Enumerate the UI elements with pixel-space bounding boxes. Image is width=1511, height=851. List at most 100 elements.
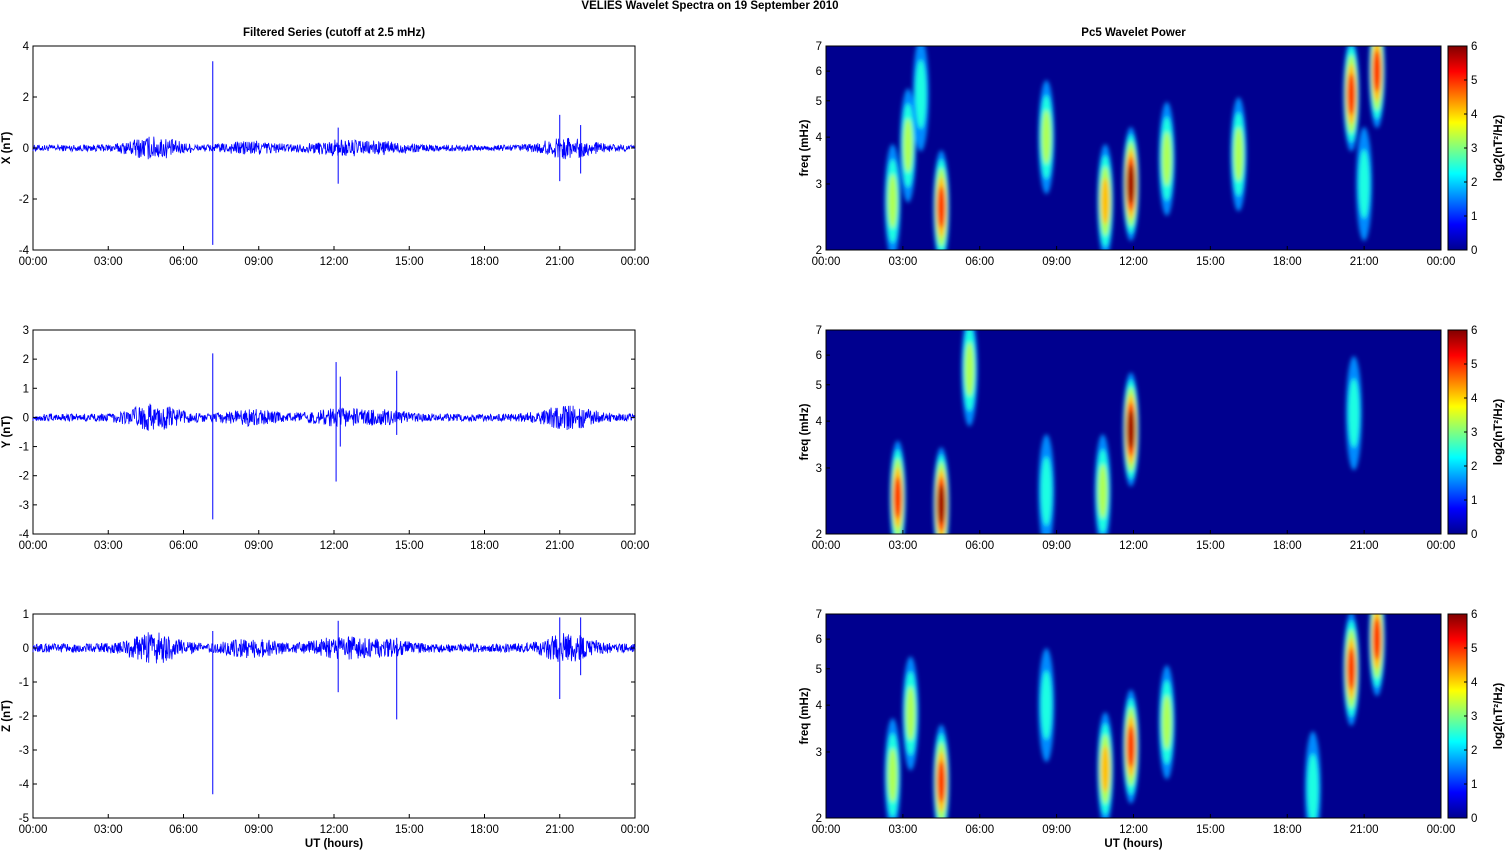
wavelet-ytick-label: 7 [816,41,822,53]
wavelet-ytick-label: 4 [816,416,823,428]
wavelet-power-blob [1372,50,1381,93]
series-xtick-label: 21:00 [545,540,574,552]
series-xtick-label: 12:00 [320,256,349,268]
wavelet-xtick-label: 06:00 [965,540,994,552]
series-ytick-label: 2 [23,354,29,366]
series-xtick-label: 21:00 [545,824,574,836]
series-xtick-label: 00:00 [621,824,650,836]
wavelet-power-blob [1307,753,1319,818]
colorbar-tick-label: 2 [1471,745,1477,757]
series-ytick-label: 2 [23,92,29,104]
wavelet-ytick-label: 3 [816,747,822,759]
wavelet-ytick-label: 6 [816,350,822,362]
series-trace [32,403,636,431]
colorbar-tick-label: 1 [1471,495,1477,507]
wavelet-xtick-label: 15:00 [1196,540,1225,552]
series-xtick-label: 09:00 [244,256,273,268]
wavelet-xtick-label: 00:00 [812,540,841,552]
wavelet-xtick-label: 12:00 [1119,256,1148,268]
wavelet-xtick-label: 18:00 [1273,824,1302,836]
wavelet-power-blob [1162,695,1172,750]
figure-title: VELIES Wavelet Spectra on 19 September 2… [581,0,838,12]
wavelet-power-blob [937,760,946,803]
series-ytick-label: -2 [19,194,29,206]
series-title: Filtered Series (cutoff at 2.5 mHz) [243,27,425,39]
wavelet-xtick-label: 12:00 [1119,824,1148,836]
wavelet-power-blob [1098,464,1108,519]
wavelet-xtick-label: 09:00 [1042,824,1071,836]
series-ytick-label: 0 [23,643,29,655]
wavelet-ytick-label: 6 [816,634,822,646]
series-ytick-label: -1 [19,677,29,689]
colorbar-tick-label: 5 [1471,359,1477,371]
series-axes-frame [32,329,636,535]
wavelet-power-blob [905,686,916,741]
wavelet-power-blob [1127,409,1135,449]
wavelet-xtick-label: 00:00 [1427,824,1456,836]
wavelet-power-blob [1127,164,1135,204]
wavelet-ytick-label: 5 [816,664,822,676]
series-xtick-label: 12:00 [320,824,349,836]
series-panel-3: 10-1-2-3-4-500:00 03:00 06:00 09:00 12:00 15:… [1,609,649,850]
wavelet-blobs [889,330,1362,534]
series-ytick-label: -2 [19,711,29,723]
wavelet-ytick-label: 3 [816,463,822,475]
series-ytick-label: 3 [23,325,29,337]
plots-layer: 420-2-400:00 03:00 06:00 09:00 12:00 15:00 18:… [1,27,1505,850]
wavelet-ytick-label: 2 [816,245,822,257]
series-ytick-label: 0 [23,412,29,424]
wavelet-ytick-label: 6 [816,66,822,78]
series-ylabel: Y (nT) [1,416,13,449]
series-ytick-label: -4 [19,529,30,541]
wavelet-power-blob [893,476,902,519]
series-xtick-label: 03:00 [94,824,123,836]
series-xtick-label: 12:00 [320,540,349,552]
series-ytick-label: 1 [23,609,29,621]
series-xtick-label: 09:00 [244,540,273,552]
series-xtick-label: 03:00 [94,256,123,268]
series-ytick-label: -4 [19,245,30,257]
colorbar-tick-label: 4 [1471,109,1478,121]
wavelet-xtick-label: 15:00 [1196,256,1225,268]
wavelet-xtick-label: 21:00 [1350,540,1379,552]
wavelet-ytick-label: 4 [816,700,823,712]
series-xtick-label: 00:00 [19,256,48,268]
series-ytick-label: -3 [19,500,29,512]
wavelet-ytick-label: 7 [816,325,822,337]
colorbar-tick-label: 6 [1471,609,1477,621]
wavelet-xtick-label: 21:00 [1350,824,1379,836]
wavelet-xtick-label: 18:00 [1273,540,1302,552]
series-xtick-label: 09:00 [244,824,273,836]
series-xtick-label: 00:00 [19,824,48,836]
wavelet-ylabel: freq (mHz) [799,687,811,744]
colorbar-tick-label: 0 [1471,529,1477,541]
wavelet-power-blob [1372,618,1381,661]
colorbar-label: log2(nT²/Hz) [1493,115,1505,182]
wavelet-power-blob [1101,177,1110,225]
wavelet-blobs [884,46,1385,250]
series-ytick-label: -5 [19,813,29,825]
wavelet-power-blob [1358,149,1370,219]
wavelet-power-blob [887,174,898,229]
wavelet-power-blob [937,484,946,524]
series-ylabel: Z (nT) [1,700,13,732]
wavelet-xtick-label: 15:00 [1196,824,1225,836]
series-ytick-label: 0 [23,143,29,155]
wavelet-power-blob [1348,378,1360,448]
wavelet-ytick-label: 3 [816,179,822,191]
wavelet-power-blob [1040,670,1052,740]
wavelet-xtick-label: 00:00 [1427,540,1456,552]
series-ytick-label: -3 [19,745,29,757]
wavelet-power-blob [1162,131,1172,186]
series-panel-1: 420-2-400:00 03:00 06:00 09:00 12:00 15:00 18:… [1,27,649,268]
wavelet-power-blob [1347,647,1356,690]
series-xtick-label: 21:00 [545,256,574,268]
wavelet-power-blob [903,118,913,173]
wavelet-xtick-label: 09:00 [1042,256,1071,268]
wavelet-xtick-label: 09:00 [1042,540,1071,552]
colorbar-tick-label: 4 [1471,677,1478,689]
series-xtick-label: 15:00 [395,256,424,268]
